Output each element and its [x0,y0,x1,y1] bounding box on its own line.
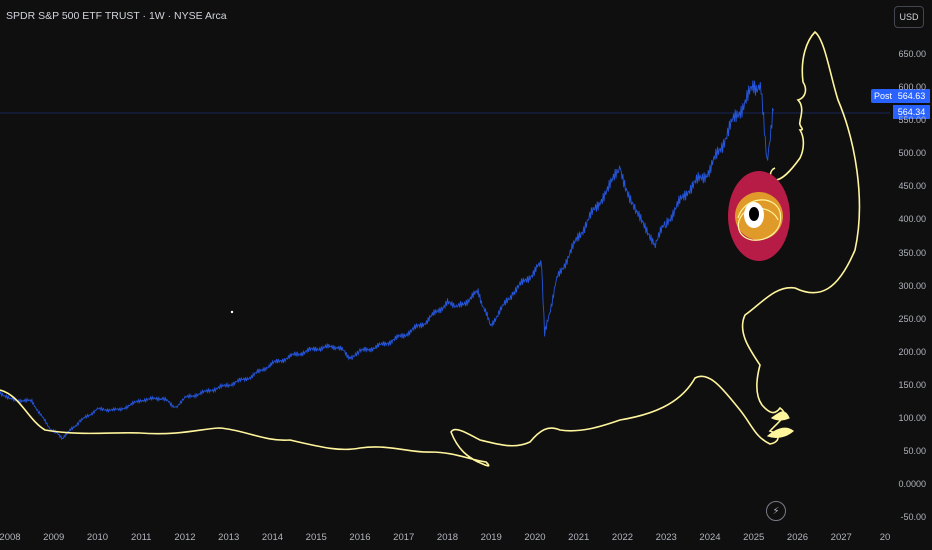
time-axis-label: 2021 [568,532,590,543]
price-axis-label: 600.00 [898,82,926,93]
time-axis-label: 2022 [611,532,634,543]
drawing-mouth[interactable] [766,411,794,438]
time-axis-label: 2019 [480,532,502,543]
last-price-tag: 564.34 [893,105,930,119]
time-axis-label: 2027 [830,532,852,543]
chart-area[interactable]: SPDR S&P 500 ETF TRUST · 1W · NYSE Arca … [0,0,890,527]
time-axis-label: 2024 [699,532,721,543]
price-axis-label: 150.00 [898,379,926,390]
price-axis-label: 400.00 [898,214,926,225]
price-axis-label: 100.00 [898,412,926,423]
time-axis-label: 20 [879,532,891,543]
time-axis-label: 2016 [349,532,371,543]
lightning-icon[interactable]: ⚡ [766,501,786,521]
price-axis[interactable] [890,0,932,527]
price-series-line [0,80,774,440]
price-axis-label: 350.00 [898,247,926,258]
time-axis-label: 2010 [86,532,109,543]
chart-title: SPDR S&P 500 ETF TRUST · 1W · NYSE Arca [6,10,227,22]
time-axis-label: 2013 [218,532,240,543]
price-axis-label: 500.00 [898,148,926,159]
drawing-face-outline[interactable] [0,30,861,467]
price-axis-label: 200.00 [898,346,926,357]
price-axis-label: 0.0000 [898,479,926,489]
time-axis-label: 2014 [261,532,284,543]
post-market-price: 564.63 [893,89,930,103]
time-axis-label: 2017 [393,532,415,543]
price-axis-label: 650.00 [898,49,926,60]
time-axis-label: 2025 [743,532,765,543]
price-axis-label: 250.00 [898,313,926,324]
price-axis-label: -50.00 [900,512,926,523]
time-axis-label: 2026 [786,532,809,543]
post-market-label: Post [871,89,896,103]
time-axis-label: 2018 [436,532,459,543]
time-axis-label: 2011 [131,532,152,543]
time-axis-label: 2008 [0,532,21,543]
eye-pupil [749,207,759,221]
price-axis-label: 50.00 [903,445,926,456]
price-axis-label: 300.00 [898,280,926,291]
cursor-dot [230,310,234,314]
price-axis-label: 550.00 [898,115,926,126]
currency-button[interactable]: USD [894,6,924,28]
time-axis-label: 2012 [174,532,196,543]
time-axis-label: 2009 [43,532,65,543]
time-axis-label: 2020 [524,532,546,543]
time-axis-label: 2023 [655,532,677,543]
price-chart[interactable] [0,0,890,527]
time-axis-label: 2015 [305,532,327,543]
price-axis-label: 450.00 [898,181,926,192]
